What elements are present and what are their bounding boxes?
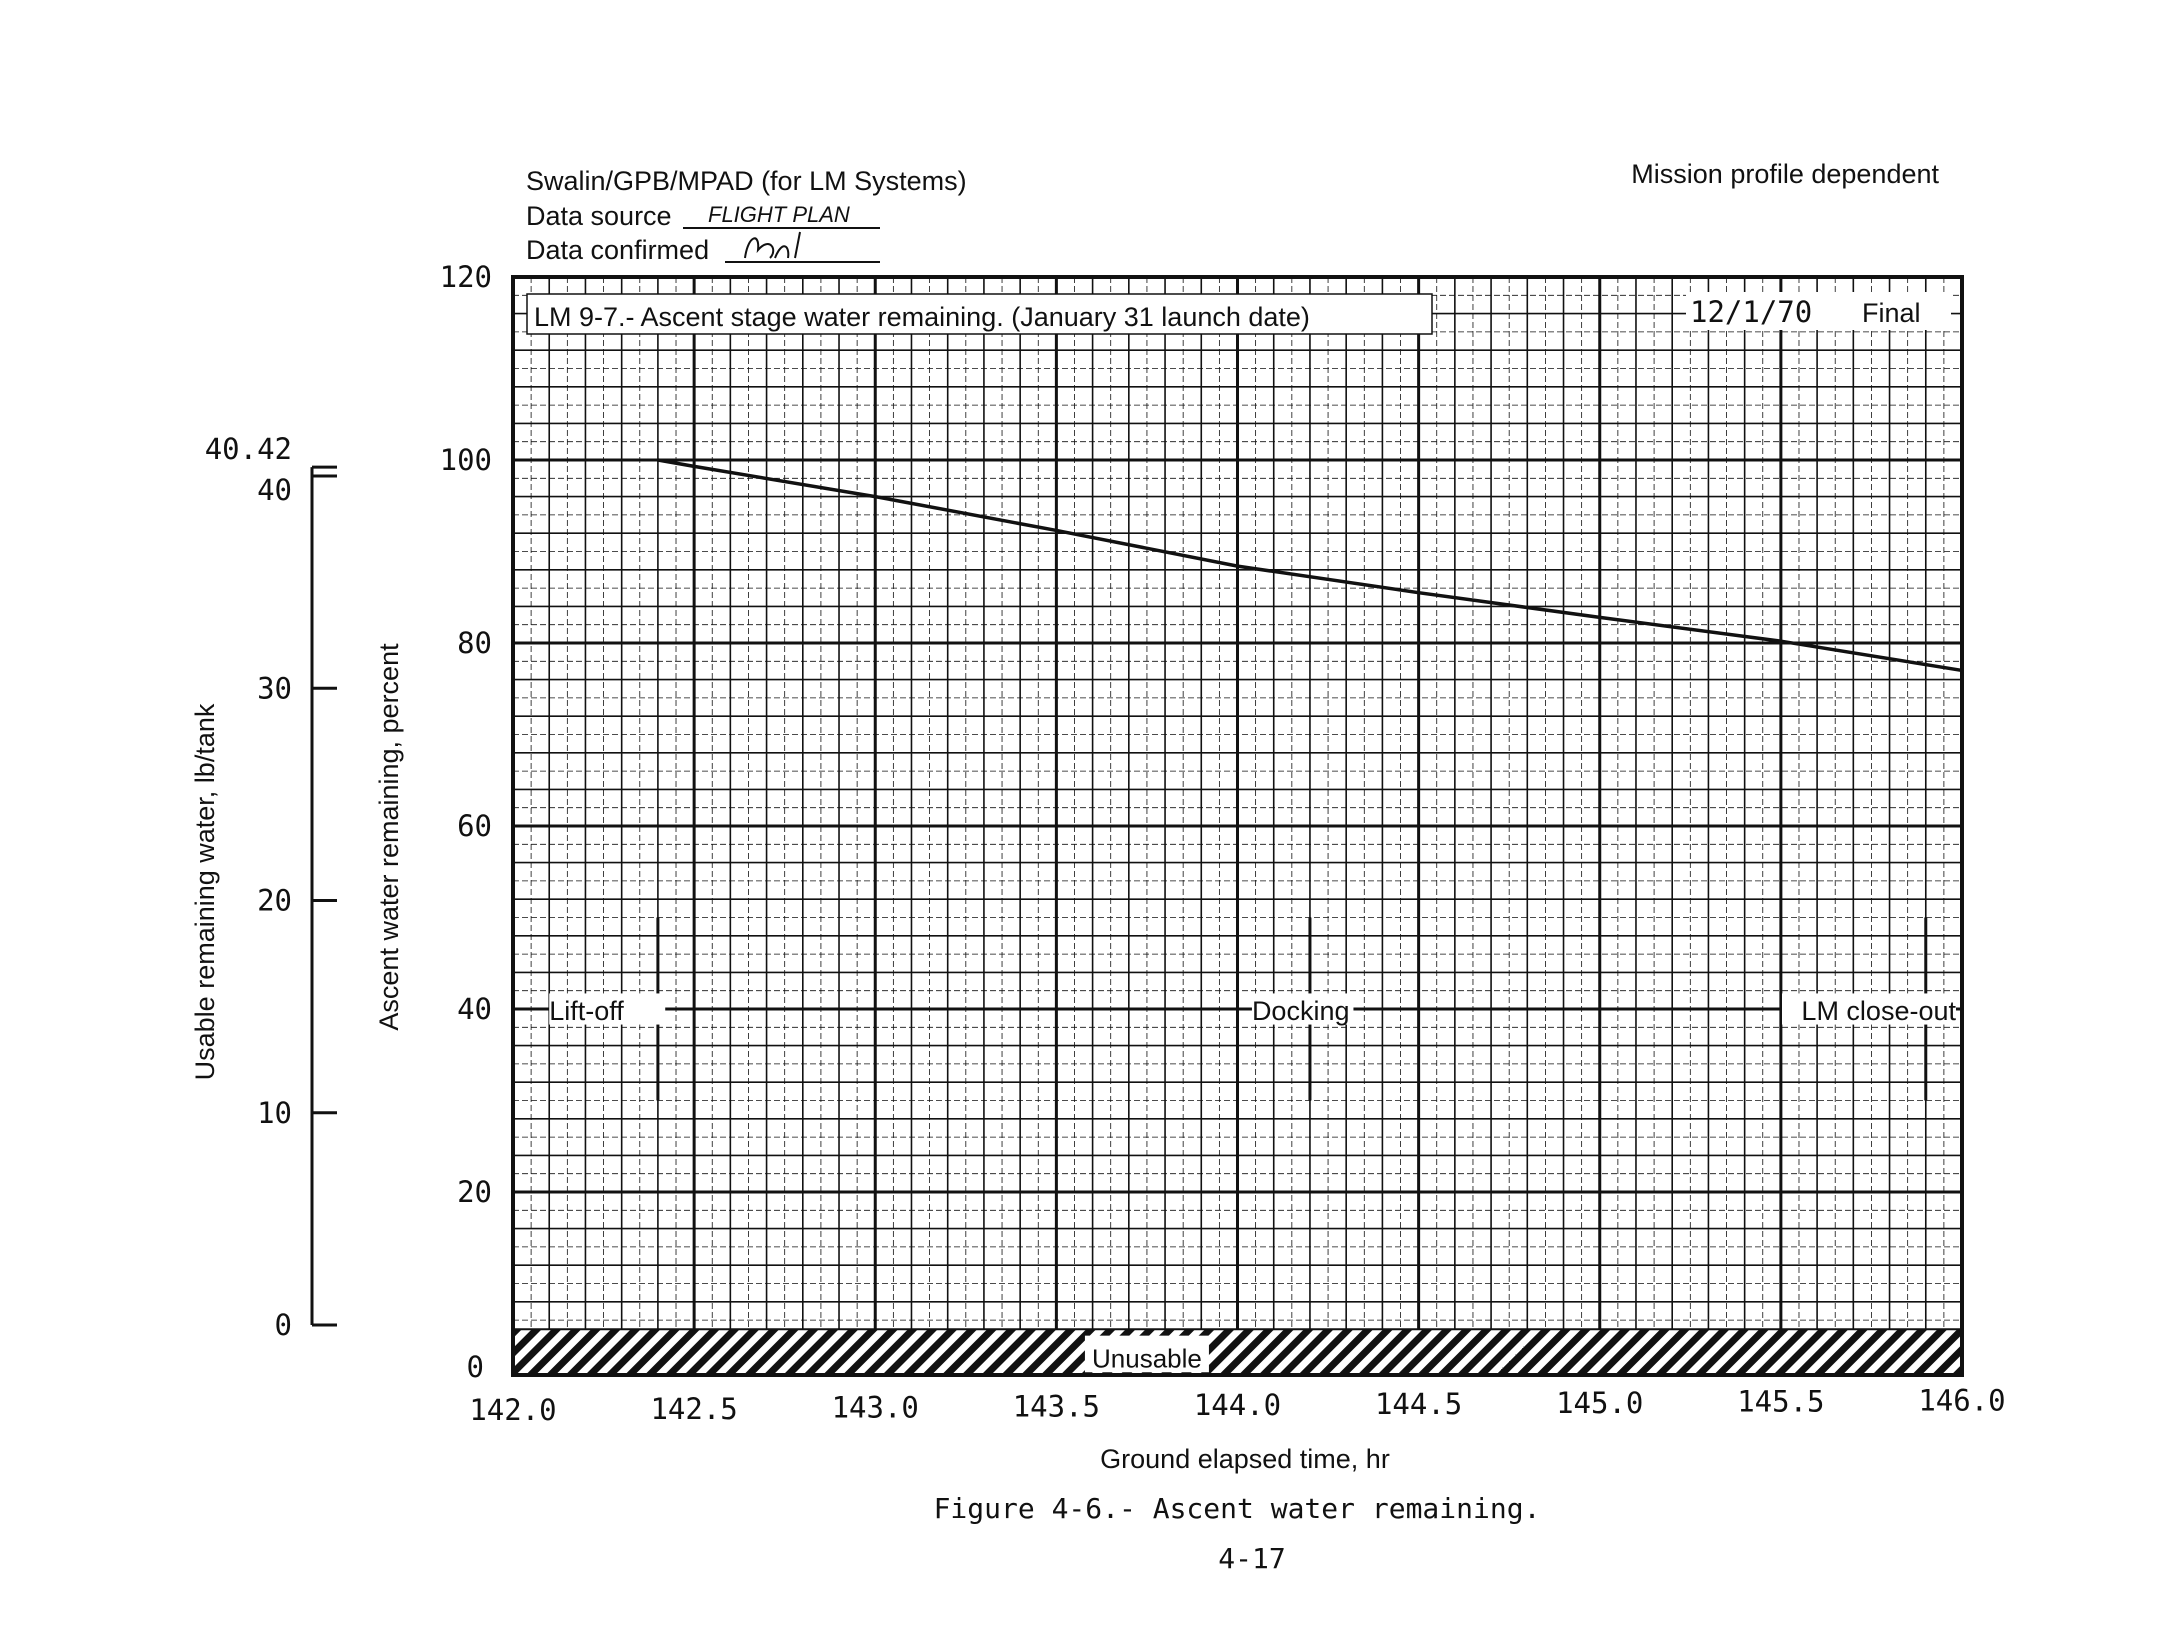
- y2-axis-title: Usable remaining water, lb/tank: [190, 703, 220, 1080]
- x-tick-label: 142.5: [650, 1392, 737, 1426]
- signature: [744, 231, 801, 259]
- y-tick-labels: 0 20 40 60 80 100 120: [440, 260, 492, 1384]
- x-tick-label: 145.5: [1737, 1385, 1824, 1419]
- unusable-label-bg: [1084, 1335, 1209, 1373]
- event-label: Docking: [1252, 996, 1350, 1026]
- chart-status: Final: [1862, 298, 1921, 328]
- x-tick-labels: 142.0 142.5 143.0 143.5 144.0 144.5 145.0 145.5…: [469, 1383, 2005, 1427]
- data-confirmed-label: Data confirmed: [526, 235, 709, 265]
- event-label-bg: [1782, 993, 1956, 1025]
- y-tick-label: 120: [440, 260, 492, 294]
- y-tick-label: 0: [467, 1350, 484, 1384]
- profile-note: Mission profile dependent: [1631, 159, 1939, 189]
- y2-tick-label: 30: [257, 671, 292, 705]
- x-axis-title: Ground elapsed time, hr: [1100, 1444, 1390, 1474]
- y-tick-label: 20: [457, 1175, 492, 1209]
- event-label-bg: [549, 993, 666, 1025]
- grid: [511, 275, 1964, 1377]
- y-axis-title: Ascent water remaining, percent: [374, 643, 404, 1031]
- series-line: [657, 458, 1963, 673]
- y2-tick-label: 20: [257, 884, 292, 918]
- x-tick-label: 142.0: [469, 1393, 556, 1427]
- chart-date-box: [1686, 292, 1951, 330]
- x-tick-label: 145.0: [1556, 1386, 1643, 1420]
- plot-frame: [511, 275, 1964, 1377]
- y2-tick-label: 40.42: [205, 432, 292, 466]
- chart-title: LM 9-7.- Ascent stage water remaining. (…: [534, 302, 1310, 332]
- event-markers: Lift-off Docking LM close-out: [549, 917, 1956, 1101]
- event-label-bg: [1251, 993, 1354, 1025]
- data-source-label: Data source: [526, 201, 672, 231]
- y2-tick-label: 10: [257, 1096, 292, 1130]
- y-tick-label: 80: [457, 626, 492, 660]
- y-tick-label: 100: [440, 443, 492, 477]
- y2-tick-label: 40: [257, 473, 292, 507]
- unusable-band: [512, 1328, 1963, 1376]
- header-author: Swalin/GPB/MPAD (for LM Systems): [526, 166, 967, 196]
- page-number: 4-17: [1218, 1542, 1285, 1575]
- x-tick-label: 144.5: [1375, 1387, 1462, 1421]
- chart-title-box: [526, 293, 1433, 335]
- unusable-label: Unusable: [1092, 1344, 1202, 1374]
- y-tick-label: 60: [457, 809, 492, 843]
- figure-caption: Figure 4-6.- Ascent water remaining.: [934, 1492, 1541, 1525]
- event-label: Lift-off: [549, 996, 624, 1026]
- x-tick-label: 143.5: [1013, 1389, 1100, 1423]
- y2-tick-label: 0: [275, 1308, 292, 1342]
- x-tick-label: 146.0: [1918, 1383, 2005, 1417]
- secondary-y-axis: 0 10 20 30 40 40.42: [205, 432, 337, 1342]
- x-tick-label: 143.0: [832, 1391, 919, 1425]
- y-tick-label: 40: [457, 992, 492, 1026]
- event-label: LM close-out: [1801, 996, 1956, 1026]
- x-tick-label: 144.0: [1194, 1388, 1281, 1422]
- chart-date: 12/1/70: [1690, 295, 1812, 329]
- data-source-value: FLIGHT PLAN: [708, 202, 850, 227]
